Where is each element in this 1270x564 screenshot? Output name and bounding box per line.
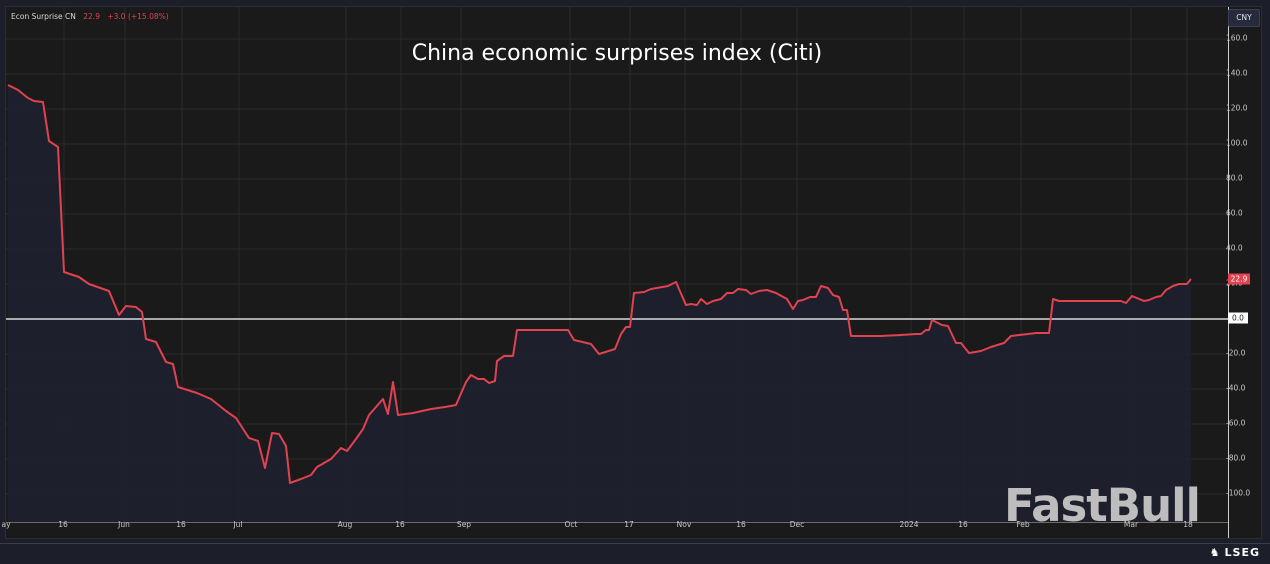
y-tick: -60.0 bbox=[1226, 418, 1246, 428]
y-tick: -100.0 bbox=[1226, 488, 1251, 498]
chart-canvas bbox=[6, 7, 1228, 522]
lseg-logo: ♞ LSEG bbox=[1210, 546, 1260, 559]
plot-area[interactable]: Econ Surprise CN 22.9 +3.0 (+15.08%) Chi… bbox=[6, 7, 1228, 532]
legend-series-name: Econ Surprise CN bbox=[11, 12, 76, 21]
x-tick: Mar bbox=[1123, 520, 1139, 529]
lseg-lion-icon: ♞ bbox=[1209, 546, 1221, 559]
x-axis[interactable] bbox=[6, 522, 1228, 539]
y-tick: -80.0 bbox=[1226, 453, 1246, 463]
x-tick: 16 bbox=[736, 520, 746, 529]
x-tick: 16 bbox=[176, 520, 186, 529]
x-tick: Jul bbox=[233, 520, 243, 529]
y-tick: 140.0 bbox=[1226, 68, 1248, 78]
x-tick: Jun bbox=[118, 520, 130, 529]
legend-last-value: 22.9 bbox=[83, 12, 100, 21]
footer-bar bbox=[0, 543, 1270, 564]
fastbull-watermark: FastBull bbox=[1004, 479, 1201, 532]
x-tick: Oct bbox=[564, 520, 578, 529]
x-tick: 16 bbox=[395, 520, 405, 529]
x-tick: 2024 bbox=[899, 520, 919, 529]
x-tick: Sep bbox=[456, 520, 472, 529]
x-tick: Dec bbox=[789, 520, 805, 529]
x-tick: Feb bbox=[1016, 520, 1030, 529]
x-tick: 16 bbox=[58, 520, 68, 529]
y-tick: 160.0 bbox=[1226, 33, 1248, 43]
y-tick: 60.0 bbox=[1226, 208, 1243, 218]
y-tick: 80.0 bbox=[1226, 173, 1243, 183]
y-tick: 40.0 bbox=[1226, 243, 1243, 253]
y-tick: 120.0 bbox=[1226, 103, 1248, 113]
lseg-brand: LSEG bbox=[1224, 546, 1260, 559]
y-tick: -40.0 bbox=[1226, 383, 1246, 393]
legend-change: +3.0 (+15.08%) bbox=[107, 12, 169, 21]
x-tick: Nov bbox=[676, 520, 692, 529]
y-tick: -20.0 bbox=[1226, 348, 1246, 358]
series-legend[interactable]: Econ Surprise CN 22.9 +3.0 (+15.08%) bbox=[11, 12, 169, 21]
x-tick: Aug bbox=[337, 520, 353, 529]
zero-value-badge: 0.0 bbox=[1228, 312, 1248, 324]
last-value-badge: 22.9 bbox=[1228, 273, 1250, 285]
currency-button[interactable]: CNY bbox=[1228, 9, 1260, 27]
area-fill bbox=[8, 85, 1191, 522]
y-tick: 100.0 bbox=[1226, 138, 1248, 148]
x-tick: 18 bbox=[1183, 520, 1193, 529]
x-tick: 17 bbox=[624, 520, 634, 529]
y-axis[interactable] bbox=[1228, 7, 1262, 538]
series-line bbox=[7, 84, 1192, 484]
x-tick: 16 bbox=[958, 520, 968, 529]
x-tick: ay bbox=[1, 520, 11, 529]
chart-title: China economic surprises index (Citi) bbox=[411, 41, 823, 66]
chart-frame: Econ Surprise CN 22.9 +3.0 (+15.08%) Chi… bbox=[5, 6, 1262, 539]
